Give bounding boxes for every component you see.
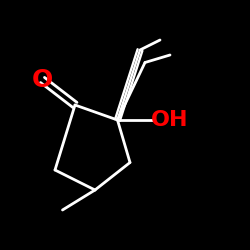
Text: O: O [32, 68, 53, 92]
Text: OH: OH [151, 110, 189, 130]
